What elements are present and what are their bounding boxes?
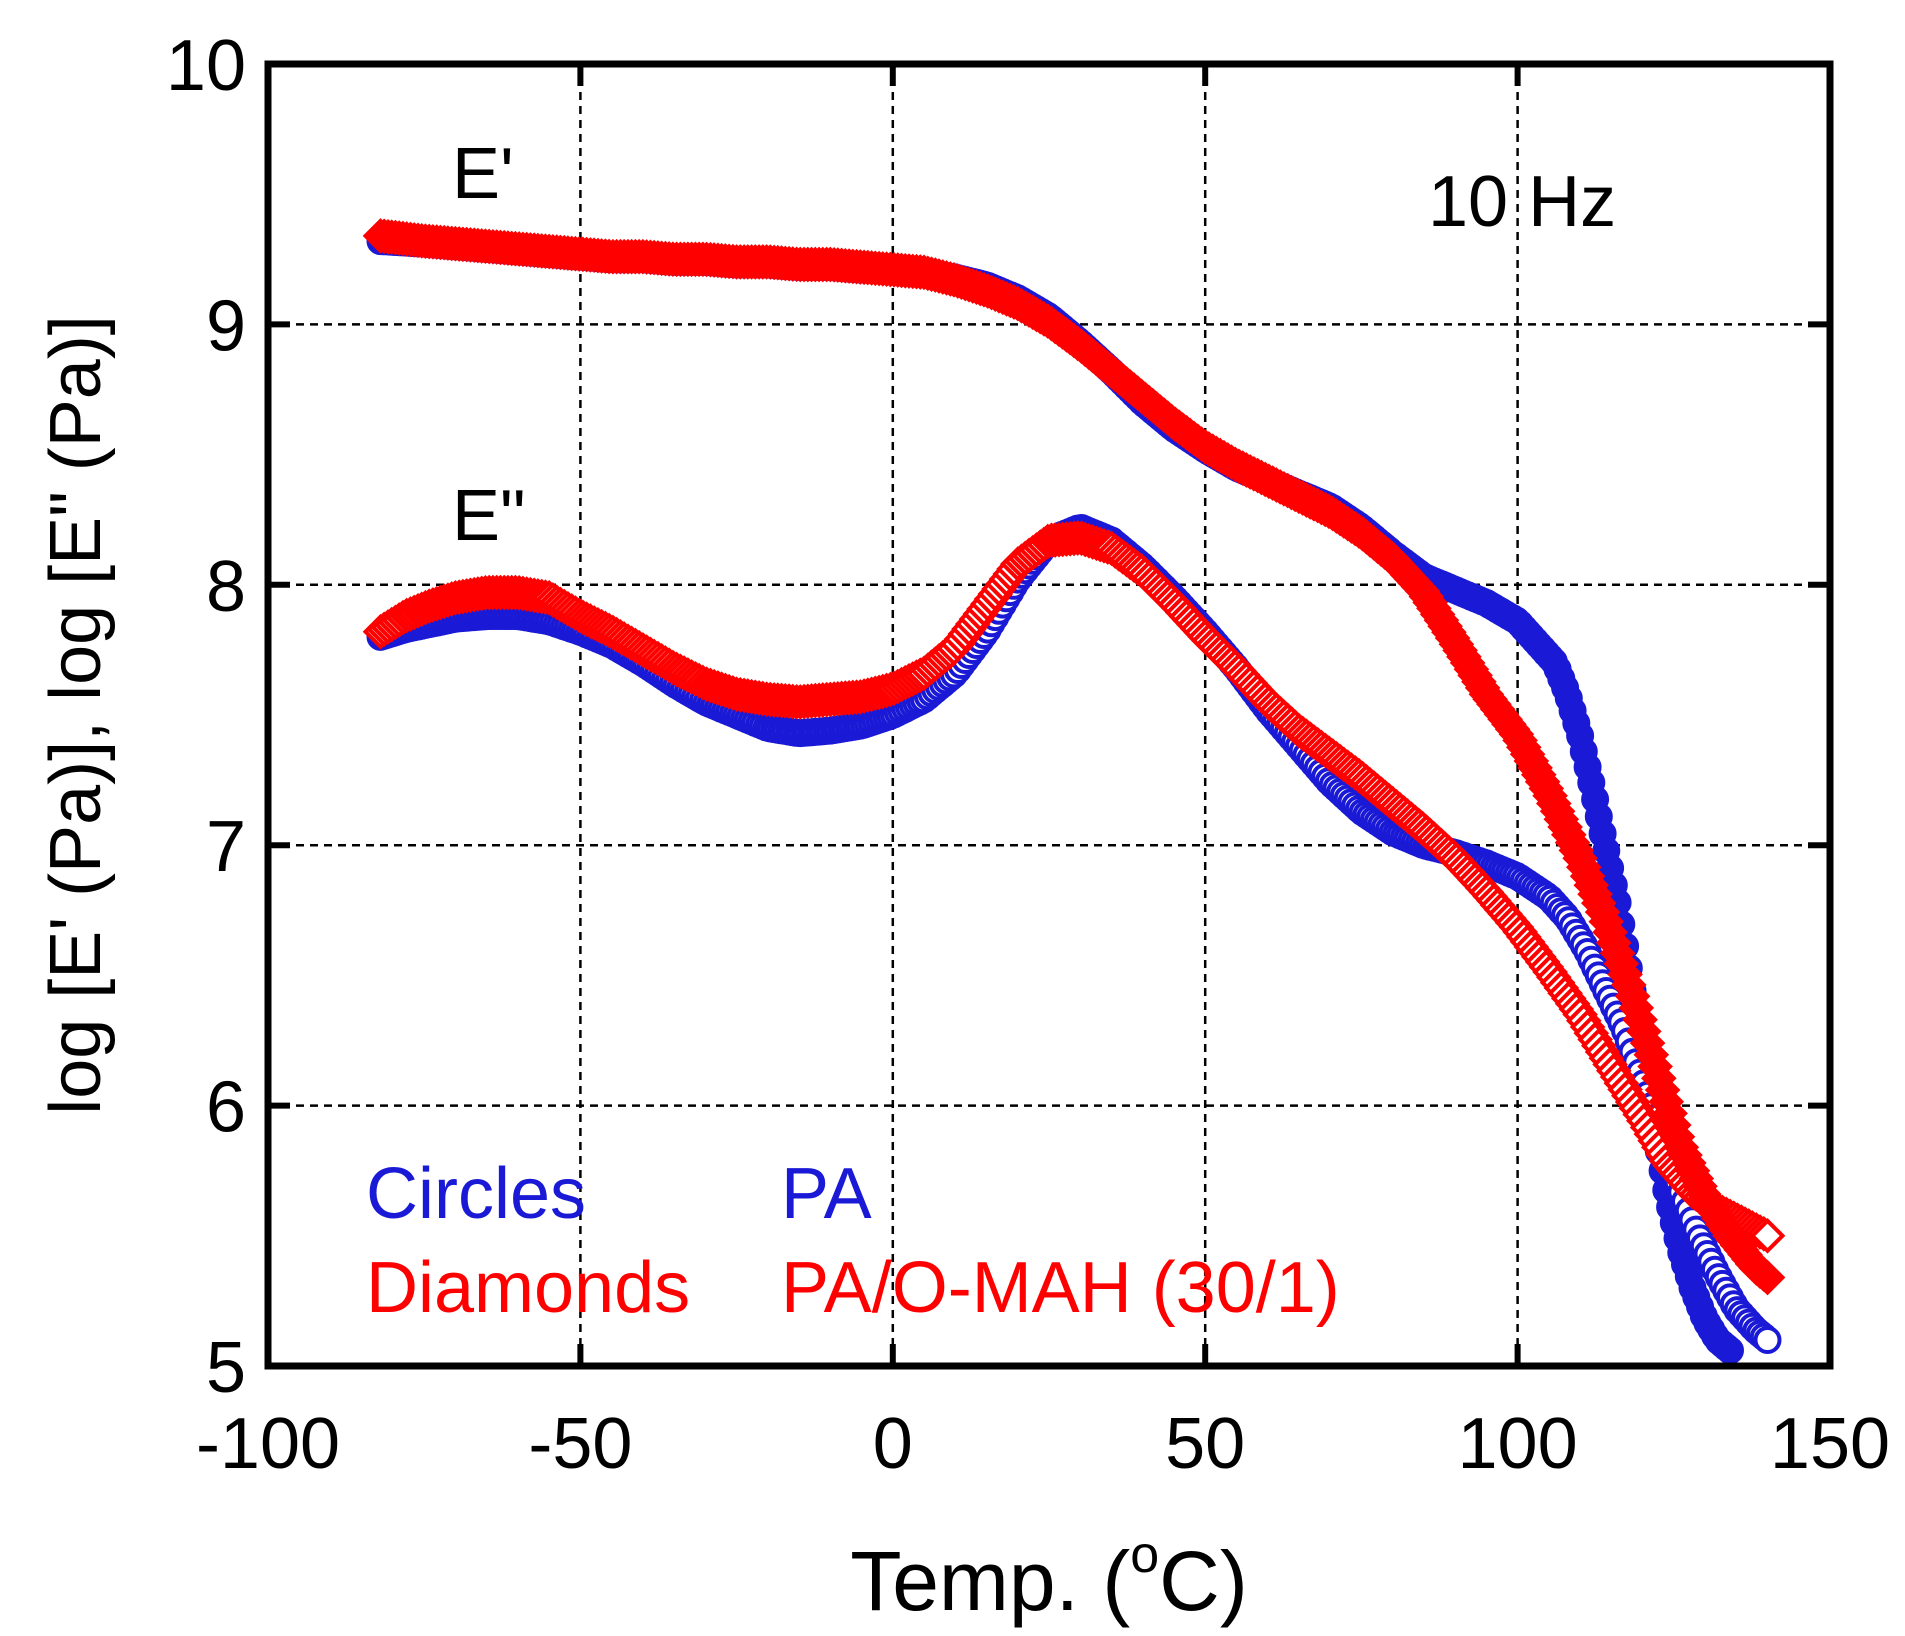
data-points <box>362 218 1786 1365</box>
y-tick-label: 10 <box>166 26 246 106</box>
y-tick-label: 7 <box>206 807 246 887</box>
x-tick-label: -100 <box>196 1404 340 1484</box>
y-axis-title: log [E' (Pa)], log [E" (Pa)] <box>36 315 116 1115</box>
x-tick-label: 150 <box>1770 1404 1890 1484</box>
y-tick-label: 5 <box>206 1328 246 1408</box>
annotation-e-prime: E' <box>452 134 514 214</box>
annotation-e-double-prime: E" <box>452 476 526 556</box>
axis-ticks: -100 -50 0 50 100 150 5 6 7 8 9 10 <box>166 26 1890 1484</box>
y-tick-label: 8 <box>206 547 246 627</box>
legend-marker-circles: Circles <box>366 1154 586 1234</box>
legend-sample-pa: PA <box>781 1154 872 1234</box>
legend-marker-diamonds: Diamonds <box>366 1248 690 1328</box>
y-tick-label: 9 <box>206 286 246 366</box>
x-axis-title: Temp. (oC) <box>850 1526 1248 1628</box>
x-axis-title-sup: o <box>1130 1526 1159 1584</box>
data-point-circle <box>1716 1336 1744 1365</box>
data-point-circle <box>1753 1326 1782 1354</box>
legend-sample-pa-omah: PA/O-MAH (30/1) <box>781 1248 1340 1328</box>
plot-frame <box>264 60 1834 1370</box>
annotation-frequency: 10 Hz <box>1428 162 1616 242</box>
x-axis-title-post: C) <box>1159 1534 1248 1628</box>
y-tick-label: 6 <box>206 1068 246 1148</box>
x-axis-title-pre: Temp. ( <box>850 1534 1130 1628</box>
x-tick-label: -50 <box>528 1404 632 1484</box>
x-tick-label: 100 <box>1458 1404 1578 1484</box>
data-point-diamond <box>1749 1217 1786 1254</box>
x-tick-label: 0 <box>873 1404 913 1484</box>
series-diamond-filled <box>362 218 1786 1296</box>
data-point-diamond <box>1749 1259 1786 1296</box>
x-tick-label: 50 <box>1165 1404 1245 1484</box>
series-diamond-open <box>362 520 1786 1254</box>
